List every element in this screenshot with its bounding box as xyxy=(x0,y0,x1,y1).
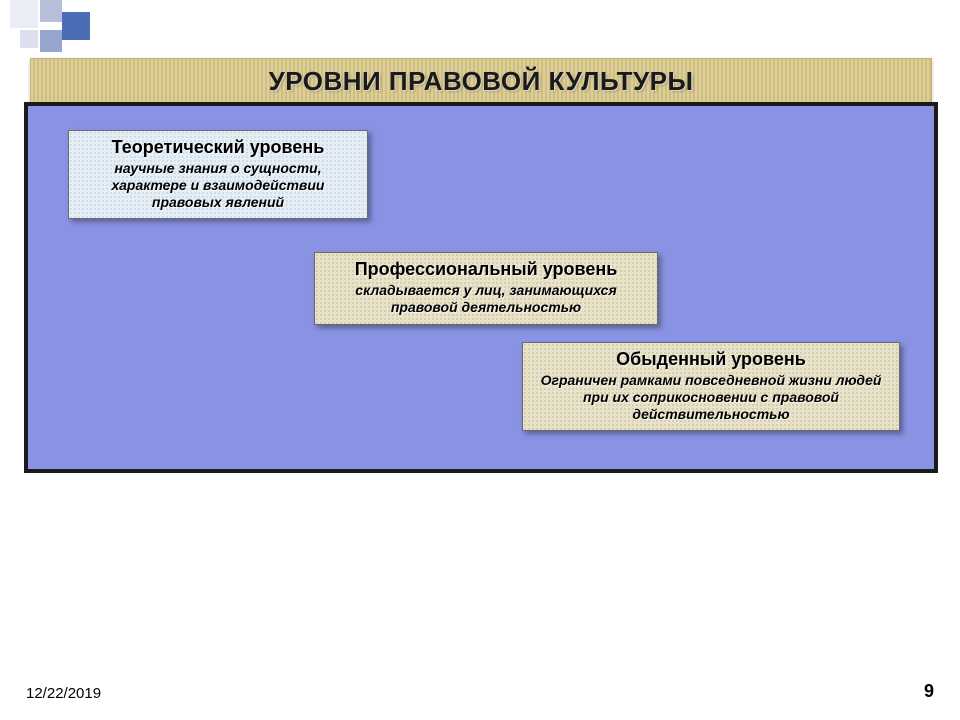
box-description: научные знания о сущности, характере и в… xyxy=(81,160,355,210)
box-theoretical: Теоретический уровень научные знания о с… xyxy=(68,130,368,219)
footer-date: 12/22/2019 xyxy=(26,685,101,702)
title-bar: УРОВНИ ПРАВОВОЙ КУЛЬТУРЫ xyxy=(30,58,932,104)
box-heading: Профессиональный уровень xyxy=(327,259,645,280)
box-professional: Профессиональный уровень складывается у … xyxy=(314,252,658,325)
box-heading: Теоретический уровень xyxy=(81,137,355,158)
content-panel: Теоретический уровень научные знания о с… xyxy=(24,102,938,473)
decor-square xyxy=(20,30,38,48)
decor-square xyxy=(62,12,90,40)
box-description: Ограничен рамками повседневной жизни люд… xyxy=(535,372,887,422)
footer-page-number: 9 xyxy=(924,681,934,702)
box-everyday: Обыденный уровень Ограничен рамками повс… xyxy=(522,342,900,431)
box-description: складывается у лиц, занимающихся правово… xyxy=(327,282,645,316)
decor-square xyxy=(40,0,62,22)
decor-square xyxy=(10,0,38,28)
decor-square xyxy=(40,30,62,52)
slide-title: УРОВНИ ПРАВОВОЙ КУЛЬТУРЫ xyxy=(269,66,694,97)
box-heading: Обыденный уровень xyxy=(535,349,887,370)
